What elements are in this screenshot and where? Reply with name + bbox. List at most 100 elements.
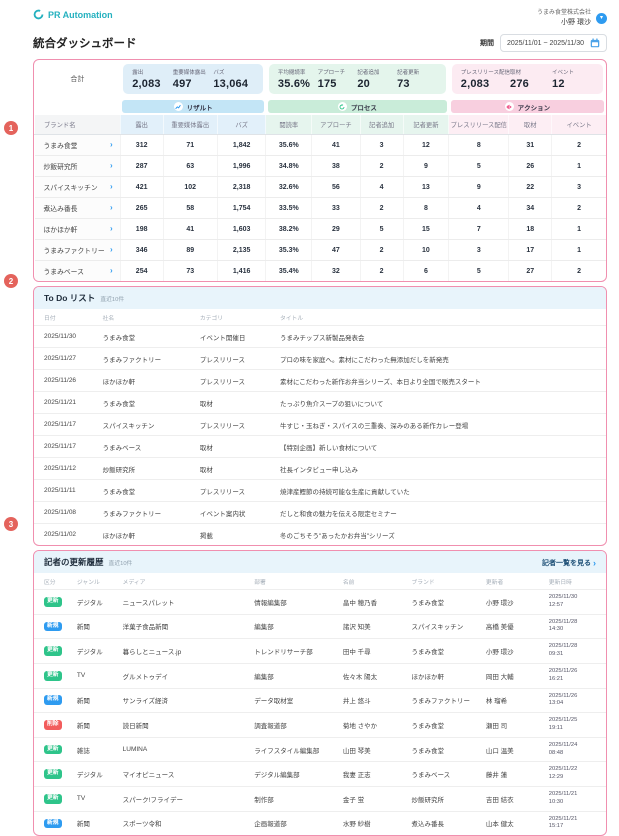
- brand-link[interactable]: スパイスキッチン ›: [34, 176, 121, 198]
- history-badge-cell: 更新: [34, 589, 77, 615]
- history-date: 2025/11/21: [548, 815, 578, 822]
- history-updater: 山本 健太: [485, 810, 549, 836]
- todo-company: うまみ食堂: [102, 391, 200, 414]
- history-row[interactable]: 新規 新聞 サンライズ経済 データ取材室 井上 悠斗 うまみファクトリー林 瑠希 2025/…: [34, 687, 606, 713]
- history-date: 2025/11/28: [548, 618, 578, 625]
- brand-link[interactable]: うまみベース ›: [34, 260, 121, 281]
- metric-value: 2: [359, 197, 404, 219]
- history-row[interactable]: 更新 デジタル ニュースパレット 情報編集部 畠中 穂乃香 うまみ食堂 小野 環沙 2025/…: [34, 589, 606, 615]
- history-row[interactable]: 更新 雑誌 LUMINA ライフスタイル編集部 山田 琴美 うまみ食堂 山口 温美 2025/…: [34, 736, 606, 762]
- history-row[interactable]: 新規 新聞 スポーツ令和 企画報道部 水野 紗樹 煮込み番長 山本 健太 2025/11/21…: [34, 810, 606, 836]
- calendar-icon: [590, 38, 600, 48]
- stat-label: アプローチ: [317, 70, 346, 76]
- metric-value: 34.8%: [265, 155, 312, 177]
- history-time: 10:30: [548, 798, 564, 805]
- todo-title-text: たっぷり魚介スープの狙いについて: [279, 391, 606, 414]
- metric-value: 33: [311, 197, 361, 219]
- status-badge: 更新: [44, 596, 62, 607]
- column-header: メディア: [122, 580, 146, 586]
- metric-value: 41: [162, 218, 218, 240]
- history-time: 09:31: [548, 651, 564, 658]
- todo-row[interactable]: 2025/11/17 うまみベース 取材 【特別企画】新しい食材について: [34, 435, 606, 458]
- stat-value: 35.6%: [277, 78, 311, 90]
- history-datetime: 2025/11/26 13:04: [548, 687, 606, 713]
- metric-value: 421: [119, 176, 164, 198]
- history-badge-cell: 更新: [34, 786, 77, 812]
- history-datetime: 2025/11/22 12:29: [548, 761, 606, 787]
- brand-row: ほかほか軒 › 198 41 1,603 38.2% 29 5 15 7 18 1: [34, 218, 606, 240]
- history-datetime: 2025/11/28 14:30: [548, 613, 606, 639]
- todo-row[interactable]: 2025/11/21 うまみ食堂 取材 たっぷり魚介スープの狙いについて: [34, 391, 606, 414]
- chevron-right-icon: ›: [110, 203, 113, 212]
- brand-link[interactable]: ほかほか軒 ›: [34, 218, 121, 240]
- brand-row: うまみファクトリー › 346 89 2,135 35.3% 47 2 10 3 17 1: [34, 239, 606, 261]
- column-header: ジャンル: [76, 580, 100, 586]
- result-group-header: リザルト: [122, 100, 264, 113]
- metric-value: 73: [162, 260, 218, 281]
- chevron-right-icon: ›: [110, 161, 113, 170]
- metric-value: 2: [551, 197, 606, 219]
- history-datetime: 2025/11/21 15:17: [548, 810, 606, 836]
- metric-value: 35.6%: [265, 134, 312, 156]
- todo-row[interactable]: 2025/11/17 スパイスキッチン プレスリリース 牛すじ・玉ねぎ・スパイスの三重…: [34, 413, 606, 436]
- column-header: 露出: [119, 115, 164, 135]
- brand-link[interactable]: うまみファクトリー ›: [34, 239, 121, 261]
- metric-value: 5: [448, 155, 509, 177]
- brand-link[interactable]: 煮込み番長 ›: [34, 197, 121, 219]
- metric-value: 56: [311, 176, 361, 198]
- todo-title-text: うまみチップス新製品発表会: [279, 325, 606, 348]
- todo-company: うまみ食堂: [102, 479, 200, 502]
- period-label: 期間: [479, 40, 494, 47]
- brand-name: ほかほか軒: [43, 227, 78, 234]
- process-total-card: 平均閲読率 35.6% アプローチ 175 記者追加 20 記者更新 73: [268, 64, 446, 94]
- todo-row[interactable]: 2025/11/12 炒飯研究所 取材 社長インタビュー申し込み: [34, 457, 606, 480]
- history-row[interactable]: 更新 TV グルメトゥデイ 編集部 佐々木 陽太 ほかほか軒 岡田 大輔 2025/11/26…: [34, 662, 606, 688]
- todo-row[interactable]: 2025/11/27 うまみファクトリー プレスリリース プロの味を家庭へ。素材にこだ…: [34, 347, 606, 370]
- history-time: 13:04: [548, 700, 564, 707]
- history-time: 12:29: [548, 774, 564, 781]
- history-time: 15:17: [548, 823, 564, 830]
- history-row[interactable]: 更新 デジタル 暮らしとニュース.jp トレンドリサーチ部 田中 千尋 うまみ食堂 小野 環…: [34, 638, 606, 664]
- history-row[interactable]: 新規 新聞 洋菓子食品新聞 編集部 諸沢 知美 スパイスキッチン 高橋 美優 2025/11/…: [34, 613, 606, 639]
- history-genre: TV: [76, 786, 123, 812]
- user-menu[interactable]: うまみ食堂株式会社 小野 環沙 ▾: [537, 9, 607, 28]
- history-row[interactable]: 更新 デジタル マイオピニュース デジタル編集部 我妻 正志 うまみベース 藤井 蓮 2025…: [34, 761, 606, 787]
- todo-row[interactable]: 2025/11/08 うまみファクトリー イベント案内状 だしと和食の魅力を伝える限定…: [34, 501, 606, 524]
- todo-row[interactable]: 2025/11/11 うまみ食堂 プレスリリース 焼津産鰹節の持続可能な生産に貢献して…: [34, 479, 606, 502]
- history-row[interactable]: 更新 TV スパーク!フライデー 制作部 金子 蛍炒飯研究所 吉田 結衣 2025/11/2…: [34, 786, 606, 812]
- history-date: 2025/11/26: [548, 692, 578, 699]
- metric-value: 22: [508, 176, 552, 198]
- app-logo[interactable]: PR Automation: [33, 9, 113, 20]
- stat-label: 重要媒体露出: [172, 70, 206, 76]
- history-badge-cell: 新規: [34, 613, 77, 639]
- metric-value: 1: [551, 239, 606, 261]
- history-datetime: 2025/11/25 19:11: [548, 712, 606, 738]
- metric-value: 4: [359, 176, 404, 198]
- brand-link[interactable]: 炒飯研究所 ›: [34, 155, 121, 177]
- todo-row[interactable]: 2025/11/02 ほかほか軒 掲載 冬のごちそう"あったかお弁当"シリーズ: [34, 523, 606, 545]
- todo-row[interactable]: 2025/11/26 ほかほか軒 プレスリリース 素材にこだわった新作お弁当シリーズ、…: [34, 369, 606, 392]
- column-header: ブランド: [411, 580, 435, 586]
- history-name: 井上 悠斗: [342, 687, 412, 713]
- user-menu-chevron-icon[interactable]: ▾: [596, 12, 607, 24]
- todo-title-text: 焼津産鰹節の持続可能な生産に貢献していた: [279, 479, 606, 502]
- summary-section: 合計 露出 2,083 重要媒体露出 497 バズ 13,064 平均閲読率 35.6%…: [33, 59, 607, 282]
- brand-name: うまみ食堂: [43, 143, 78, 150]
- todo-title-text: 社長インタビュー申し込み: [279, 457, 606, 480]
- date-range-picker[interactable]: 2025/11/01 ~ 2025/11/30: [499, 34, 607, 52]
- brand-link[interactable]: うまみ食堂 ›: [34, 134, 121, 156]
- metric-value: 5: [448, 260, 509, 281]
- history-dept: デジタル編集部: [254, 761, 343, 787]
- todo-category: イベント開催日: [199, 325, 280, 348]
- history-genre: デジタル: [76, 638, 123, 664]
- history-row[interactable]: 削除 新聞 読日新聞 調査報道部 菊地 さやか うまみ食堂 瀬田 司 2025/11/25 19…: [34, 712, 606, 738]
- summary-table: 合計 露出 2,083 重要媒体露出 497 バズ 13,064 平均閲読率 35.6%…: [34, 60, 606, 281]
- history-table-body: 更新 デジタル ニュースパレット 情報編集部 畠中 穂乃香 うまみ食堂 小野 環沙 2025/…: [34, 589, 606, 836]
- todo-row[interactable]: 2025/11/30 うまみ食堂 イベント開催日 うまみチップス新製品発表会: [34, 325, 606, 348]
- see-all-reporters-link[interactable]: 記者一覧を見る ›: [542, 558, 596, 568]
- metric-value: 287: [119, 155, 164, 177]
- history-date: 2025/11/25: [548, 717, 578, 724]
- history-genre: TV: [76, 662, 123, 688]
- history-name: 田中 千尋: [342, 638, 412, 664]
- history-genre: デジタル: [76, 761, 123, 787]
